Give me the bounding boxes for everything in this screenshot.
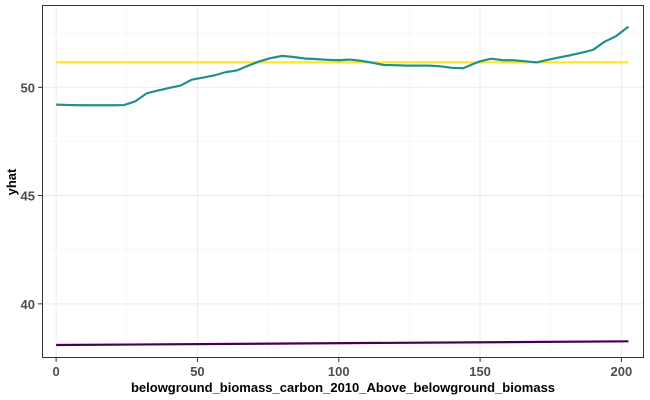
y-tick-label: 45 — [21, 189, 35, 204]
x-axis: 0 50 100 150 200 — [53, 358, 633, 379]
series-layer — [56, 25, 630, 347]
y-axis: 40 45 50 — [21, 80, 42, 312]
plot-panel-border — [42, 5, 644, 358]
x-tick-label: 0 — [53, 364, 60, 379]
x-tick-label: 150 — [469, 364, 491, 379]
series-line-2 — [56, 25, 630, 107]
y-tick-label: 40 — [21, 297, 35, 312]
series-line-3 — [56, 340, 629, 347]
y-tick-label: 50 — [21, 80, 35, 95]
x-tick-label: 200 — [611, 364, 633, 379]
x-axis-title: belowground_biomass_carbon_2010_Above_be… — [131, 380, 555, 395]
x-tick-label: 100 — [328, 364, 350, 379]
major-gridlines — [42, 5, 644, 358]
minor-gridlines — [42, 5, 644, 358]
y-axis-title: yhat — [4, 168, 19, 195]
x-tick-label: 50 — [190, 364, 204, 379]
